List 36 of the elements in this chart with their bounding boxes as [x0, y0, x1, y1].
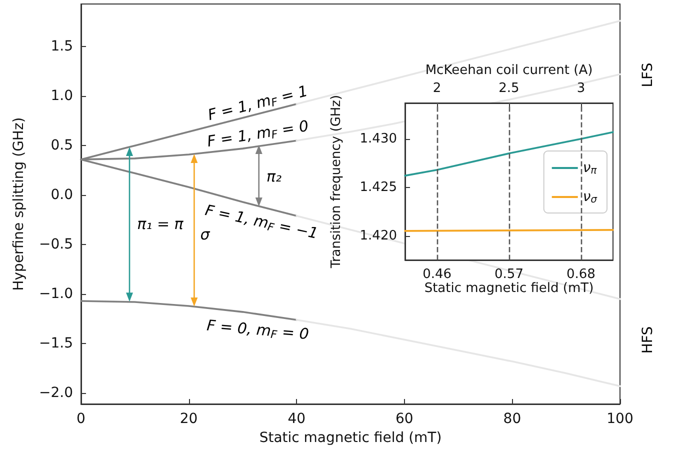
- x-tick-label: 80: [503, 411, 522, 427]
- y-tick-label: −1.5: [39, 336, 73, 352]
- x2-tick-label: 2: [432, 81, 442, 96]
- x2-tick-label: 2.5: [498, 81, 520, 96]
- y-tick-label: 1.430: [360, 131, 397, 146]
- text: LFS: [640, 62, 656, 88]
- y-tick-label: −2.0: [39, 385, 73, 402]
- annotation: F = 0, mF = 0: [206, 316, 310, 344]
- y-tick-label: −1.0: [39, 286, 73, 302]
- x2-tick-label: 3: [576, 81, 586, 96]
- x-tick-label: 0.57: [494, 267, 524, 282]
- annotation: σ: [200, 226, 210, 244]
- y-tick-label: 1.425: [360, 180, 397, 195]
- y-axis-title: Transition frequency (GHz): [329, 94, 344, 270]
- annotation: π₂: [266, 167, 282, 186]
- text: HFS: [640, 326, 656, 354]
- y-tick-label: 1.420: [360, 228, 397, 244]
- y-tick-label: 0.0: [50, 187, 73, 204]
- x2-axis-title: McKeehan coil current (A): [425, 63, 593, 78]
- legend-label: νσ: [582, 189, 598, 206]
- x-tick-label: 0.68: [566, 267, 596, 282]
- x-tick-label: 40: [288, 411, 306, 427]
- x-axis-title: Static magnetic field (mT): [259, 430, 442, 446]
- x-tick-label: 0: [76, 411, 86, 427]
- annotation: π₁ = π: [137, 214, 184, 233]
- x-tick-label: 20: [180, 411, 198, 427]
- x-tick-label: 100: [606, 411, 634, 427]
- x-tick-label: 0.46: [422, 267, 452, 282]
- x-tick-label: 60: [395, 411, 414, 427]
- y-tick-label: 0.5: [50, 138, 73, 154]
- y-tick-label: 1.5: [50, 38, 73, 55]
- y-tick-label: 1.0: [50, 88, 73, 104]
- y-axis-title: Hyperfine splitting (GHz): [11, 117, 27, 291]
- x-axis-title: Static magnetic field (mT): [424, 281, 594, 296]
- legend-label: νπ: [582, 160, 598, 176]
- y-tick-label: −0.5: [39, 236, 73, 253]
